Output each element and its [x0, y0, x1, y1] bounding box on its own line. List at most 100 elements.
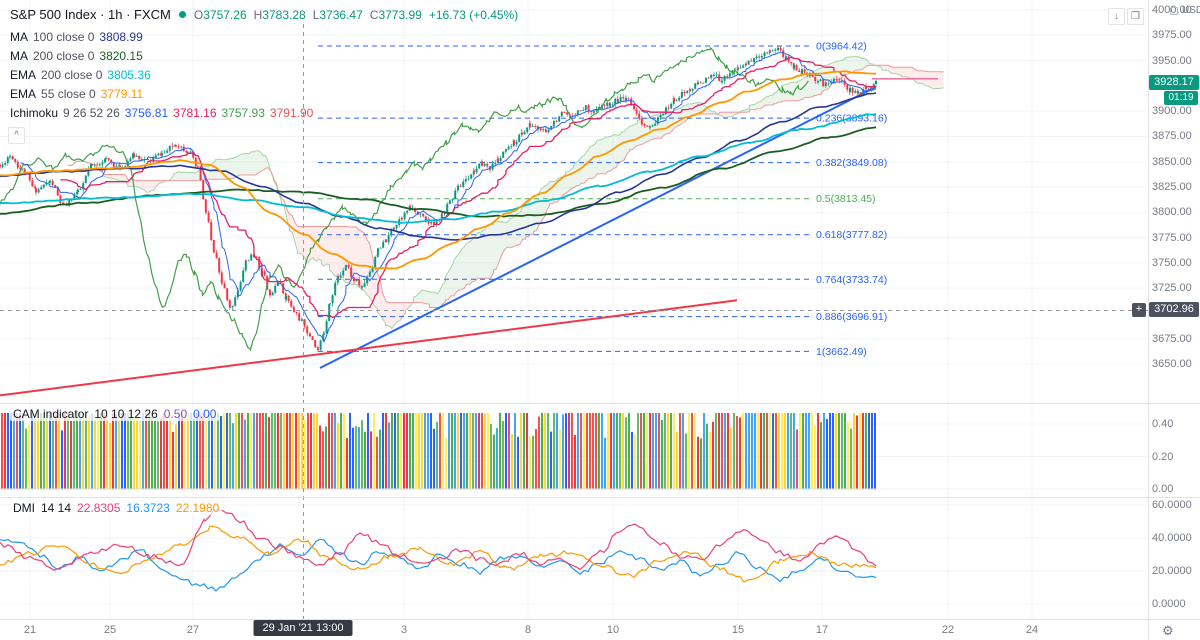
restore-icon: ❐ [1131, 11, 1140, 22]
scroll-to-recent-button[interactable]: ↓ [1108, 8, 1125, 25]
price-tick: 3975.00 [1152, 29, 1192, 42]
price-tick: 40.0000 [1152, 532, 1192, 544]
dmi-lines [0, 509, 877, 592]
price-tick: 3725.00 [1152, 282, 1192, 295]
indicator-params: 55 close 0 [41, 86, 96, 101]
svg-text:0.618(3777.82): 0.618(3777.82) [816, 229, 887, 241]
time-tick: 8 [524, 624, 532, 636]
close-value: 3773.99 [378, 7, 422, 22]
indicator-name: EMA [10, 86, 37, 101]
dmi-pane-title[interactable]: DMI 14 14 22.8305 16.3723 22.1980 [10, 501, 223, 515]
indicator-value: 3779.11 [100, 86, 144, 101]
pane-separator[interactable] [0, 403, 1200, 404]
cam-bars [0, 413, 876, 490]
indicator-name: MA [10, 29, 28, 44]
time-axis[interactable]: 21 25 27 3 8 10 15 17 22 24 [0, 620, 1200, 640]
legend-row-ma100[interactable]: MA 100 close 0 3808.99 [10, 27, 313, 46]
add-alert-plus-button[interactable]: + [1132, 303, 1146, 318]
legend-row-ema200[interactable]: EMA 200 close 0 3805.36 [10, 65, 313, 84]
price-tick: 3900.00 [1152, 105, 1192, 118]
gear-icon: ⚙ [1162, 623, 1174, 638]
indicator-value: 3791.90 [269, 105, 314, 120]
candles [0, 46, 877, 353]
price-axis[interactable]: 4000.00 3975.00 3950.00 3900.00 3875.00 3850.… [1148, 0, 1200, 640]
indicator-params: 100 close 0 [33, 29, 95, 44]
dmi-indicator-pane[interactable] [0, 498, 1148, 619]
indicator-name: CAM indicator [13, 407, 89, 421]
price-tick: 0.40 [1152, 418, 1174, 430]
time-tick: 21 [23, 624, 37, 636]
cam-pane-title[interactable]: CAM indicator 10 10 12 26 0.50 0.00 [10, 407, 220, 421]
legend-row-ema55[interactable]: EMA 55 close 0 3779.11 [10, 84, 313, 103]
market-status-icon [178, 11, 186, 18]
legend-row-ichimoku[interactable]: Ichimoku 9 26 52 26 3756.81 3781.16 3757… [10, 103, 313, 122]
indicator-params: 200 close 0 [33, 48, 95, 63]
svg-text:0.886(3696.91): 0.886(3696.91) [816, 311, 887, 323]
grid [0, 498, 1148, 619]
price-tick: 60.0000 [1152, 499, 1192, 511]
price-tick: 3675.00 [1152, 332, 1192, 345]
time-tick: 15 [731, 624, 745, 636]
high-value: 3783.28 [262, 7, 306, 22]
timeaxis-settings-button[interactable]: ⚙ [1162, 623, 1174, 639]
svg-text:0.5(3813.45): 0.5(3813.45) [816, 193, 876, 205]
price-tick: 3825.00 [1152, 181, 1192, 193]
fib-retracement[interactable]: 0(3964.42)0.236(3893.16)0.382(3849.08)0.… [318, 41, 887, 358]
price-tick: 3850.00 [1152, 155, 1192, 168]
time-tick: 22 [941, 624, 955, 636]
open-label: O [193, 7, 204, 22]
legend-collapse-button[interactable]: ^ [8, 127, 25, 144]
indicator-name: EMA [10, 67, 37, 82]
arrow-down-icon: ↓ [1114, 11, 1119, 22]
indicator-value: 3808.99 [99, 29, 143, 44]
indicator-value: 3757.93 [221, 105, 265, 120]
main-chart-pane[interactable]: 0(3964.42)0.236(3893.16)0.382(3849.08)0.… [0, 0, 1148, 403]
pane-separator[interactable] [0, 497, 1200, 498]
price-tick: 3750.00 [1152, 256, 1192, 269]
price-tick: 3950.00 [1152, 54, 1192, 67]
close-label: C [369, 7, 379, 22]
change-value: +16.73 (+0.45%) [428, 7, 519, 22]
indicator-name: Ichimoku [10, 105, 59, 120]
svg-text:1(3662.49): 1(3662.49) [816, 346, 867, 358]
time-tick: 10 [606, 624, 620, 636]
open-value: 3757.26 [203, 7, 247, 22]
chevron-up-icon: ^ [14, 130, 19, 141]
time-tick: 27 [186, 624, 200, 636]
indicator-value: 16.3723 [126, 501, 170, 515]
cam-indicator-pane[interactable] [0, 404, 1148, 497]
symbol-title[interactable]: S&P 500 Index · 1h · FXCM [10, 7, 171, 22]
indicator-name: DMI [13, 501, 35, 515]
currency-text: USD [1182, 5, 1200, 16]
indicator-value: 3820.15 [99, 48, 143, 63]
price-tick: 3775.00 [1152, 231, 1192, 244]
legend-row-ma200[interactable]: MA 200 close 0 3820.15 [10, 46, 313, 65]
indicator-value: 3805.36 [107, 67, 151, 82]
indicator-legend: MA 100 close 0 3808.99 MA 200 close 0 38… [10, 27, 313, 122]
svg-text:0(3964.42): 0(3964.42) [816, 41, 867, 53]
svg-text:0.382(3849.08): 0.382(3849.08) [816, 157, 887, 169]
restore-pane-button[interactable]: ❐ [1127, 8, 1144, 25]
indicator-value: 22.8305 [77, 501, 121, 515]
indicator-value: 0.00 [193, 407, 217, 421]
time-tick: 25 [103, 624, 117, 636]
price-tick: 20.0000 [1152, 565, 1192, 577]
price-tick: 4000.00 [1152, 4, 1192, 16]
indicator-value: 3781.16 [173, 105, 217, 120]
indicator-name: MA [10, 48, 28, 63]
price-tick: 3650.00 [1152, 358, 1192, 370]
price-tick: 3875.00 [1152, 130, 1192, 143]
indicator-params: 9 26 52 26 [63, 105, 120, 120]
price-tick: 0.20 [1152, 450, 1174, 463]
low-label: L [312, 7, 320, 22]
trendlines[interactable] [0, 86, 877, 397]
pane-separator [0, 619, 1200, 620]
overlay-lines [0, 46, 938, 352]
axis-separator [1148, 0, 1149, 640]
time-tick: 24 [1025, 624, 1039, 636]
crosshair-vertical-line [303, 24, 304, 619]
axis-currency-label[interactable]: USD [1170, 5, 1200, 16]
symbol-header: S&P 500 Index · 1h · FXCM O3757.26 H3783… [10, 7, 518, 22]
indicator-value: 3756.81 [124, 105, 169, 120]
